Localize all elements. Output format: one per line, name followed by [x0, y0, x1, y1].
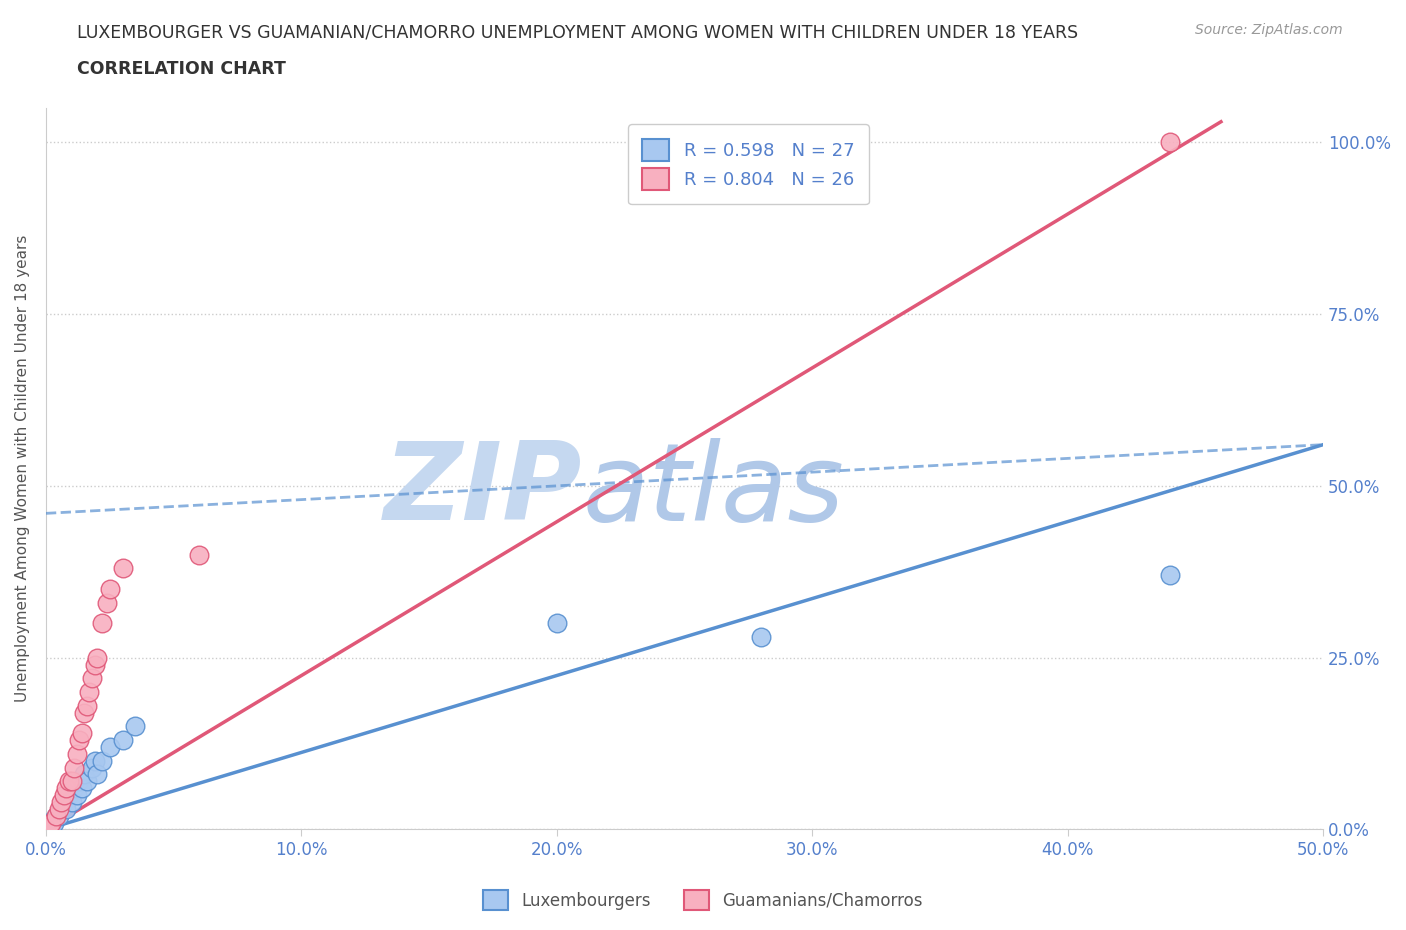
- Legend: R = 0.598   N = 27, R = 0.804   N = 26: R = 0.598 N = 27, R = 0.804 N = 26: [628, 125, 869, 205]
- Point: [98, 739, 121, 754]
- Point: [52, 794, 75, 809]
- Point: [1159, 567, 1181, 582]
- Point: [48, 808, 70, 823]
- Point: [79, 684, 101, 699]
- Point: [45, 808, 67, 823]
- Point: [35, 815, 58, 830]
- Point: [39, 822, 62, 837]
- Point: [111, 733, 134, 748]
- Point: [76, 774, 98, 789]
- Point: [83, 658, 105, 672]
- Point: [70, 780, 93, 795]
- Point: [42, 815, 65, 830]
- Text: ZIP: ZIP: [384, 437, 582, 543]
- Point: [58, 788, 80, 803]
- Point: [67, 733, 90, 748]
- Point: [98, 581, 121, 596]
- Text: Source: ZipAtlas.com: Source: ZipAtlas.com: [1195, 23, 1343, 37]
- Point: [52, 788, 75, 803]
- Point: [86, 767, 108, 782]
- Point: [65, 747, 87, 762]
- Point: [35, 822, 58, 837]
- Point: [91, 753, 114, 768]
- Point: [39, 815, 62, 830]
- Point: [60, 794, 83, 809]
- Point: [48, 802, 70, 817]
- Point: [80, 671, 103, 685]
- Legend: Luxembourgers, Guamanians/Chamorros: Luxembourgers, Guamanians/Chamorros: [477, 884, 929, 917]
- Point: [80, 760, 103, 775]
- Point: [86, 650, 108, 665]
- Point: [1159, 135, 1181, 150]
- Text: LUXEMBOURGER VS GUAMANIAN/CHAMORRO UNEMPLOYMENT AMONG WOMEN WITH CHILDREN UNDER : LUXEMBOURGER VS GUAMANIAN/CHAMORRO UNEMP…: [77, 23, 1078, 41]
- Y-axis label: Unemployment Among Women with Children Under 18 years: Unemployment Among Women with Children U…: [15, 235, 30, 702]
- Point: [58, 774, 80, 789]
- Point: [60, 774, 83, 789]
- Point: [96, 595, 118, 610]
- Point: [124, 719, 146, 734]
- Point: [63, 760, 86, 775]
- Point: [91, 616, 114, 631]
- Point: [51, 794, 73, 809]
- Text: CORRELATION CHART: CORRELATION CHART: [77, 60, 287, 78]
- Point: [73, 705, 96, 720]
- Point: [188, 547, 211, 562]
- Point: [67, 774, 90, 789]
- Text: atlas: atlas: [582, 438, 844, 543]
- Point: [35, 822, 58, 837]
- Point: [749, 630, 772, 644]
- Point: [55, 780, 77, 795]
- Point: [70, 725, 93, 740]
- Point: [38, 818, 60, 833]
- Point: [73, 767, 96, 782]
- Point: [111, 561, 134, 576]
- Point: [83, 753, 105, 768]
- Point: [65, 788, 87, 803]
- Point: [63, 780, 86, 795]
- Point: [45, 808, 67, 823]
- Point: [76, 698, 98, 713]
- Point: [51, 802, 73, 817]
- Point: [546, 616, 568, 631]
- Point: [55, 802, 77, 817]
